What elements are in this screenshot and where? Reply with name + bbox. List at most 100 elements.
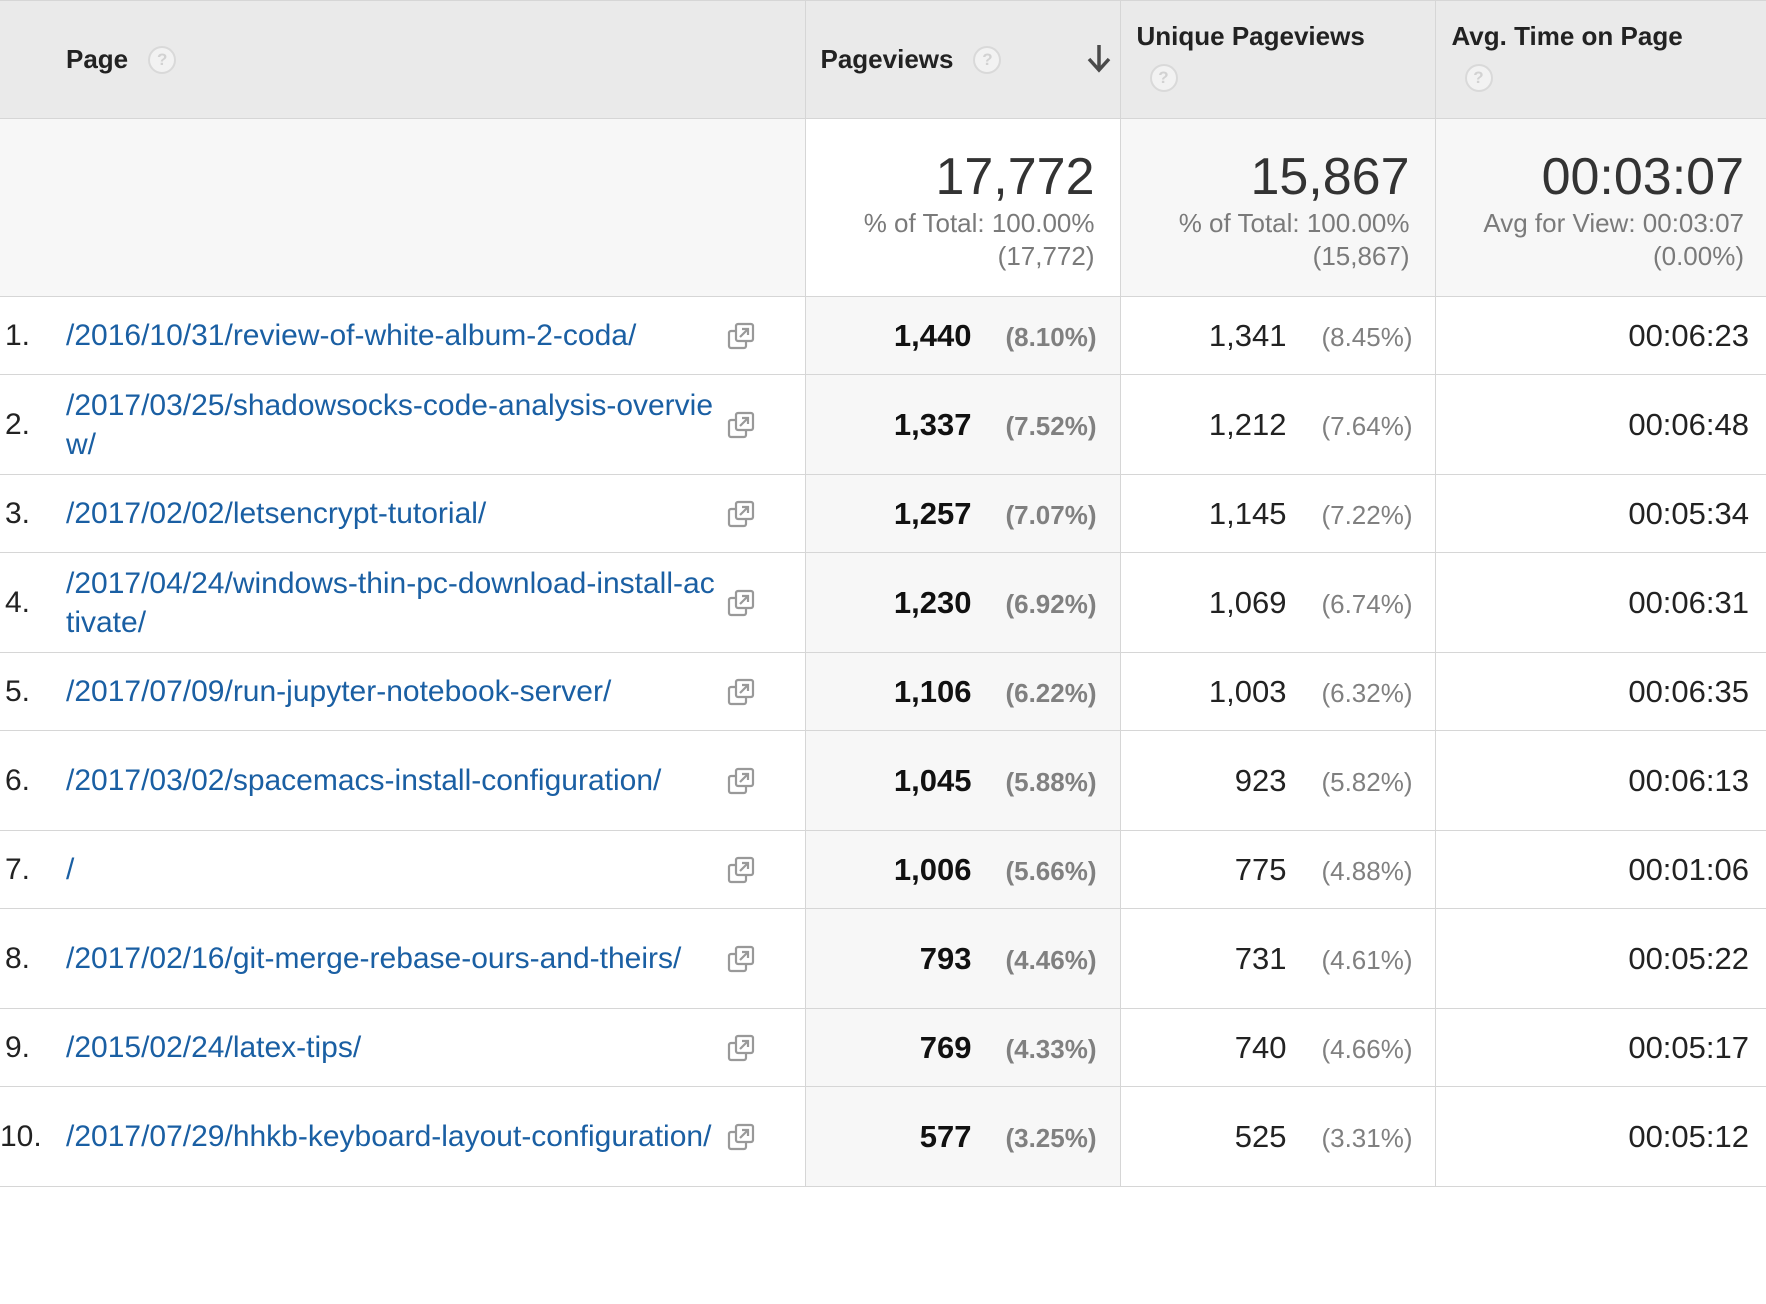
avg-time-cell: 00:06:31	[1434, 552, 1766, 653]
totals-avg-time-cell: 00:03:07 Avg for View: 00:03:07 (0.00%)	[1434, 118, 1766, 297]
pageviews-cell: 1,106 (6.22%)	[804, 652, 1121, 731]
avg-time-cell: 00:05:34	[1434, 474, 1766, 553]
row-rank: 10.	[0, 1119, 42, 1153]
avg-time-cell: 00:05:12	[1434, 1086, 1766, 1187]
pageviews-cell: 1,045 (5.88%)	[804, 730, 1121, 831]
page-path-link[interactable]: /2017/02/02/letsencrypt-tutorial/	[66, 497, 487, 530]
total-unique-pageviews-absolute: (15,867)	[1312, 241, 1410, 271]
column-header-avg-time-label: Avg. Time on Page	[1451, 21, 1683, 51]
avg-time-value: 00:06:13	[1628, 762, 1749, 798]
page-path-link[interactable]: /	[66, 853, 75, 886]
row-rank: 9.	[4, 1030, 30, 1064]
unique-pageviews-percent: (8.45%)	[1321, 321, 1413, 352]
open-in-new-window-icon[interactable]	[726, 1033, 756, 1063]
page-path-link[interactable]: /2017/07/29/hhkb-keyboard-layout-configu…	[66, 1120, 712, 1153]
pageviews-cell: 1,440 (8.10%)	[804, 296, 1121, 375]
page-path-link[interactable]: /2017/07/09/run-jupyter-notebook-server/	[66, 675, 612, 708]
page-cell: 1. /2016/10/31/review-of-white-album-2-c…	[0, 296, 806, 375]
row-rank: 1.	[4, 318, 30, 352]
top-pages-table: Page ? Pageviews ? Unique Pageviews ?	[0, 0, 1766, 1187]
pageviews-value: 793	[919, 940, 972, 976]
avg-time-value: 00:06:31	[1628, 584, 1749, 620]
page-cell: 5. /2017/07/09/run-jupyter-notebook-serv…	[0, 652, 806, 731]
unique-pageviews-percent: (4.88%)	[1321, 855, 1413, 886]
unique-pageviews-value: 775	[1234, 851, 1287, 887]
total-avg-time-for-view: Avg for View: 00:03:07	[1483, 208, 1744, 238]
pageviews-percent: (5.88%)	[1005, 766, 1097, 797]
pageviews-value: 1,337	[893, 406, 972, 442]
pageviews-percent: (6.22%)	[1005, 677, 1097, 708]
pageviews-cell: 1,230 (6.92%)	[804, 552, 1121, 653]
unique-pageviews-cell: 731 (4.61%)	[1119, 908, 1436, 1009]
pageviews-percent: (4.33%)	[1005, 1033, 1097, 1064]
total-pageviews-percent: % of Total: 100.00%	[863, 208, 1095, 238]
unique-pageviews-cell: 525 (3.31%)	[1119, 1086, 1436, 1187]
avg-time-cell: 00:01:06	[1434, 830, 1766, 909]
pageviews-value: 1,006	[893, 851, 972, 887]
column-header-unique-pageviews[interactable]: Unique Pageviews ?	[1119, 0, 1436, 119]
unique-pageviews-cell: 923 (5.82%)	[1119, 730, 1436, 831]
open-in-new-window-icon[interactable]	[726, 766, 756, 796]
page-path-link[interactable]: /2017/02/16/git-merge-rebase-ours-and-th…	[66, 942, 682, 975]
open-in-new-window-icon[interactable]	[726, 588, 756, 618]
open-in-new-window-icon[interactable]	[726, 855, 756, 885]
unique-pageviews-value: 731	[1234, 940, 1287, 976]
unique-pageviews-value: 923	[1234, 762, 1287, 798]
unique-pageviews-cell: 1,341 (8.45%)	[1119, 296, 1436, 375]
open-in-new-window-icon[interactable]	[726, 321, 756, 351]
page-cell: 3. /2017/02/02/letsencrypt-tutorial/	[0, 474, 806, 553]
pageviews-percent: (4.46%)	[1005, 944, 1097, 975]
pageviews-cell: 1,337 (7.52%)	[804, 374, 1121, 475]
unique-pageviews-percent: (7.64%)	[1321, 410, 1413, 441]
row-rank: 8.	[4, 941, 30, 975]
column-header-pageviews-label: Pageviews	[820, 44, 954, 74]
table-row: 4. /2017/04/24/windows-thin-pc-download-…	[0, 552, 1766, 653]
page-path-link[interactable]: /2017/03/25/shadowsocks-code-analysis-ov…	[66, 388, 714, 461]
avg-time-value: 00:06:35	[1628, 673, 1749, 709]
open-in-new-window-icon[interactable]	[726, 499, 756, 529]
totals-unique-pageviews-cell: 15,867 % of Total: 100.00% (15,867)	[1119, 118, 1436, 297]
open-in-new-window-icon[interactable]	[726, 410, 756, 440]
page-path-link[interactable]: /2015/02/24/latex-tips/	[66, 1031, 362, 1064]
pageviews-value: 1,257	[893, 495, 972, 531]
row-rank: 6.	[4, 763, 30, 797]
pageviews-percent: (8.10%)	[1005, 321, 1097, 352]
open-in-new-window-icon[interactable]	[726, 944, 756, 974]
help-icon[interactable]: ?	[148, 45, 177, 74]
column-header-pageviews[interactable]: Pageviews ?	[804, 0, 1121, 119]
pageviews-percent: (6.92%)	[1005, 588, 1097, 619]
column-header-avg-time[interactable]: Avg. Time on Page ?	[1434, 0, 1766, 119]
pageviews-value: 577	[919, 1118, 972, 1154]
unique-pageviews-cell: 1,003 (6.32%)	[1119, 652, 1436, 731]
open-in-new-window-icon[interactable]	[726, 677, 756, 707]
table-header-row: Page ? Pageviews ? Unique Pageviews ?	[0, 0, 1766, 119]
open-in-new-window-icon[interactable]	[726, 1122, 756, 1152]
row-rank: 5.	[4, 674, 30, 708]
avg-time-value: 00:06:23	[1628, 317, 1749, 353]
sort-descending-icon[interactable]	[1084, 41, 1114, 77]
help-icon[interactable]: ?	[1464, 64, 1493, 92]
pageviews-value: 1,230	[893, 584, 972, 620]
help-icon[interactable]: ?	[973, 45, 1002, 74]
avg-time-cell: 00:06:23	[1434, 296, 1766, 375]
column-header-page-label: Page	[66, 44, 129, 74]
page-cell: 2. /2017/03/25/shadowsocks-code-analysis…	[0, 374, 806, 475]
column-header-page[interactable]: Page ?	[0, 0, 806, 119]
pageviews-value: 769	[919, 1029, 972, 1065]
page-path-link[interactable]: /2016/10/31/review-of-white-album-2-coda…	[66, 319, 637, 352]
page-path-link[interactable]: /2017/04/24/windows-thin-pc-download-ins…	[66, 566, 715, 639]
help-icon[interactable]: ?	[1149, 64, 1178, 92]
unique-pageviews-value: 740	[1234, 1029, 1287, 1065]
avg-time-value: 00:05:17	[1628, 1029, 1749, 1065]
page-path-link[interactable]: /2017/03/02/spacemacs-install-configurat…	[66, 764, 662, 797]
page-cell: 6. /2017/03/02/spacemacs-install-configu…	[0, 730, 806, 831]
pageviews-value: 1,106	[893, 673, 972, 709]
unique-pageviews-percent: (3.31%)	[1321, 1122, 1413, 1153]
column-header-unique-pageviews-label: Unique Pageviews	[1136, 21, 1365, 51]
total-pageviews-value: 17,772	[935, 148, 1095, 206]
unique-pageviews-cell: 740 (4.66%)	[1119, 1008, 1436, 1087]
pageviews-value: 1,045	[893, 762, 972, 798]
avg-time-cell: 00:06:13	[1434, 730, 1766, 831]
row-rank: 4.	[4, 585, 30, 619]
total-avg-time-delta: (0.00%)	[1652, 241, 1744, 271]
